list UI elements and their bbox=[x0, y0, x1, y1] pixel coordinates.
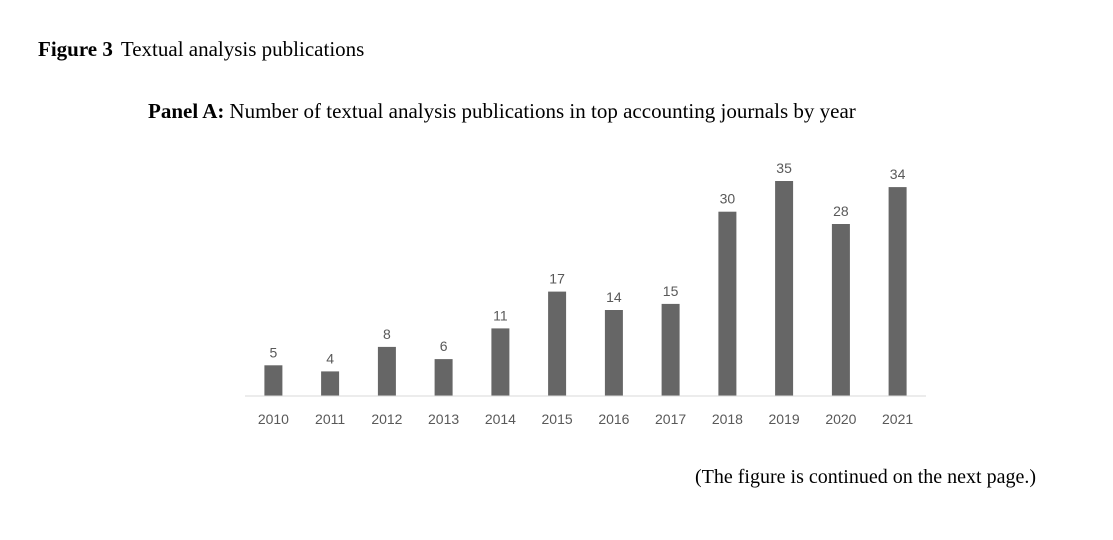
bar-2015 bbox=[548, 291, 567, 396]
data-label-2010: 5 bbox=[270, 344, 278, 360]
bar-2018 bbox=[718, 211, 737, 396]
figure-number: Figure 3 bbox=[38, 37, 113, 61]
data-labels-group: 5 4 8 6 11 17 14 15 30 35 28 34 bbox=[270, 160, 906, 366]
bar-2021 bbox=[888, 187, 907, 396]
x-tick-label-2015: 2015 bbox=[542, 411, 573, 427]
data-label-2020: 28 bbox=[833, 203, 849, 219]
bar-2011 bbox=[321, 371, 340, 396]
data-label-2019: 35 bbox=[776, 160, 792, 176]
data-label-2021: 34 bbox=[890, 166, 906, 182]
bar-2012 bbox=[377, 346, 396, 396]
panel-title: Panel A: Number of textual analysis publi… bbox=[148, 98, 856, 124]
x-tick-label-2014: 2014 bbox=[485, 411, 516, 427]
figure-title-text: Textual analysis publications bbox=[120, 37, 365, 61]
bar-2013 bbox=[434, 359, 453, 396]
data-label-2012: 8 bbox=[383, 326, 391, 342]
figure-title: Figure 3 Textual analysis publications bbox=[38, 36, 364, 62]
x-tick-label-2018: 2018 bbox=[712, 411, 743, 427]
data-label-2014: 11 bbox=[493, 307, 508, 323]
panel-title-text: Number of textual analysis publications … bbox=[229, 99, 856, 123]
bar-2010 bbox=[264, 365, 283, 396]
bar-2014 bbox=[491, 328, 510, 396]
bar-2020 bbox=[831, 224, 850, 396]
data-label-2016: 14 bbox=[606, 289, 622, 305]
data-label-2017: 15 bbox=[663, 283, 679, 299]
x-tick-label-2016: 2016 bbox=[598, 411, 629, 427]
x-tick-label-2012: 2012 bbox=[371, 411, 402, 427]
x-tick-label-2019: 2019 bbox=[769, 411, 800, 427]
x-tick-label-2011: 2011 bbox=[315, 411, 345, 427]
x-tick-label-2020: 2020 bbox=[825, 411, 856, 427]
x-tick-label-2010: 2010 bbox=[258, 411, 289, 427]
bar-2017 bbox=[661, 303, 680, 396]
x-tick-label-2021: 2021 bbox=[882, 411, 913, 427]
bars-group bbox=[264, 181, 907, 396]
continued-note: (The figure is continued on the next pag… bbox=[695, 466, 1036, 488]
x-tick-label-2013: 2013 bbox=[428, 411, 459, 427]
bar-2019 bbox=[775, 181, 794, 396]
data-label-2018: 30 bbox=[720, 191, 736, 207]
data-label-2013: 6 bbox=[440, 338, 448, 354]
x-tick-labels-group: 2010 2011 2012 2013 2014 2015 2016 2017 2018 2019… bbox=[258, 411, 914, 427]
panel-label: Panel A: bbox=[148, 99, 225, 123]
data-label-2011: 4 bbox=[326, 350, 334, 366]
bar-2016 bbox=[604, 310, 623, 396]
x-tick-label-2017: 2017 bbox=[655, 411, 686, 427]
data-label-2015: 17 bbox=[549, 271, 565, 287]
